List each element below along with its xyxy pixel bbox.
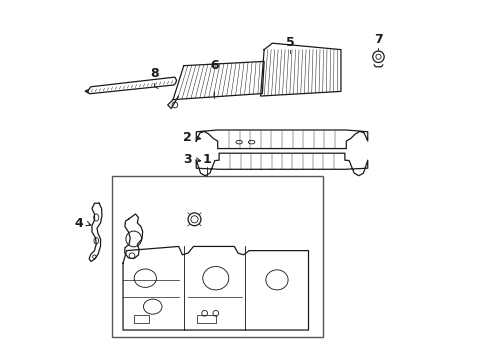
Text: 1: 1	[202, 153, 211, 166]
Bar	[134, 315, 149, 323]
Text: 2: 2	[183, 131, 191, 144]
Text: 6: 6	[209, 59, 218, 72]
Text: 8: 8	[150, 67, 159, 80]
Text: 7: 7	[373, 33, 382, 46]
Bar	[112, 176, 323, 337]
Bar	[197, 315, 215, 323]
Text: 3: 3	[183, 153, 191, 166]
Text: 4: 4	[74, 217, 83, 230]
Text: 5: 5	[285, 36, 294, 49]
